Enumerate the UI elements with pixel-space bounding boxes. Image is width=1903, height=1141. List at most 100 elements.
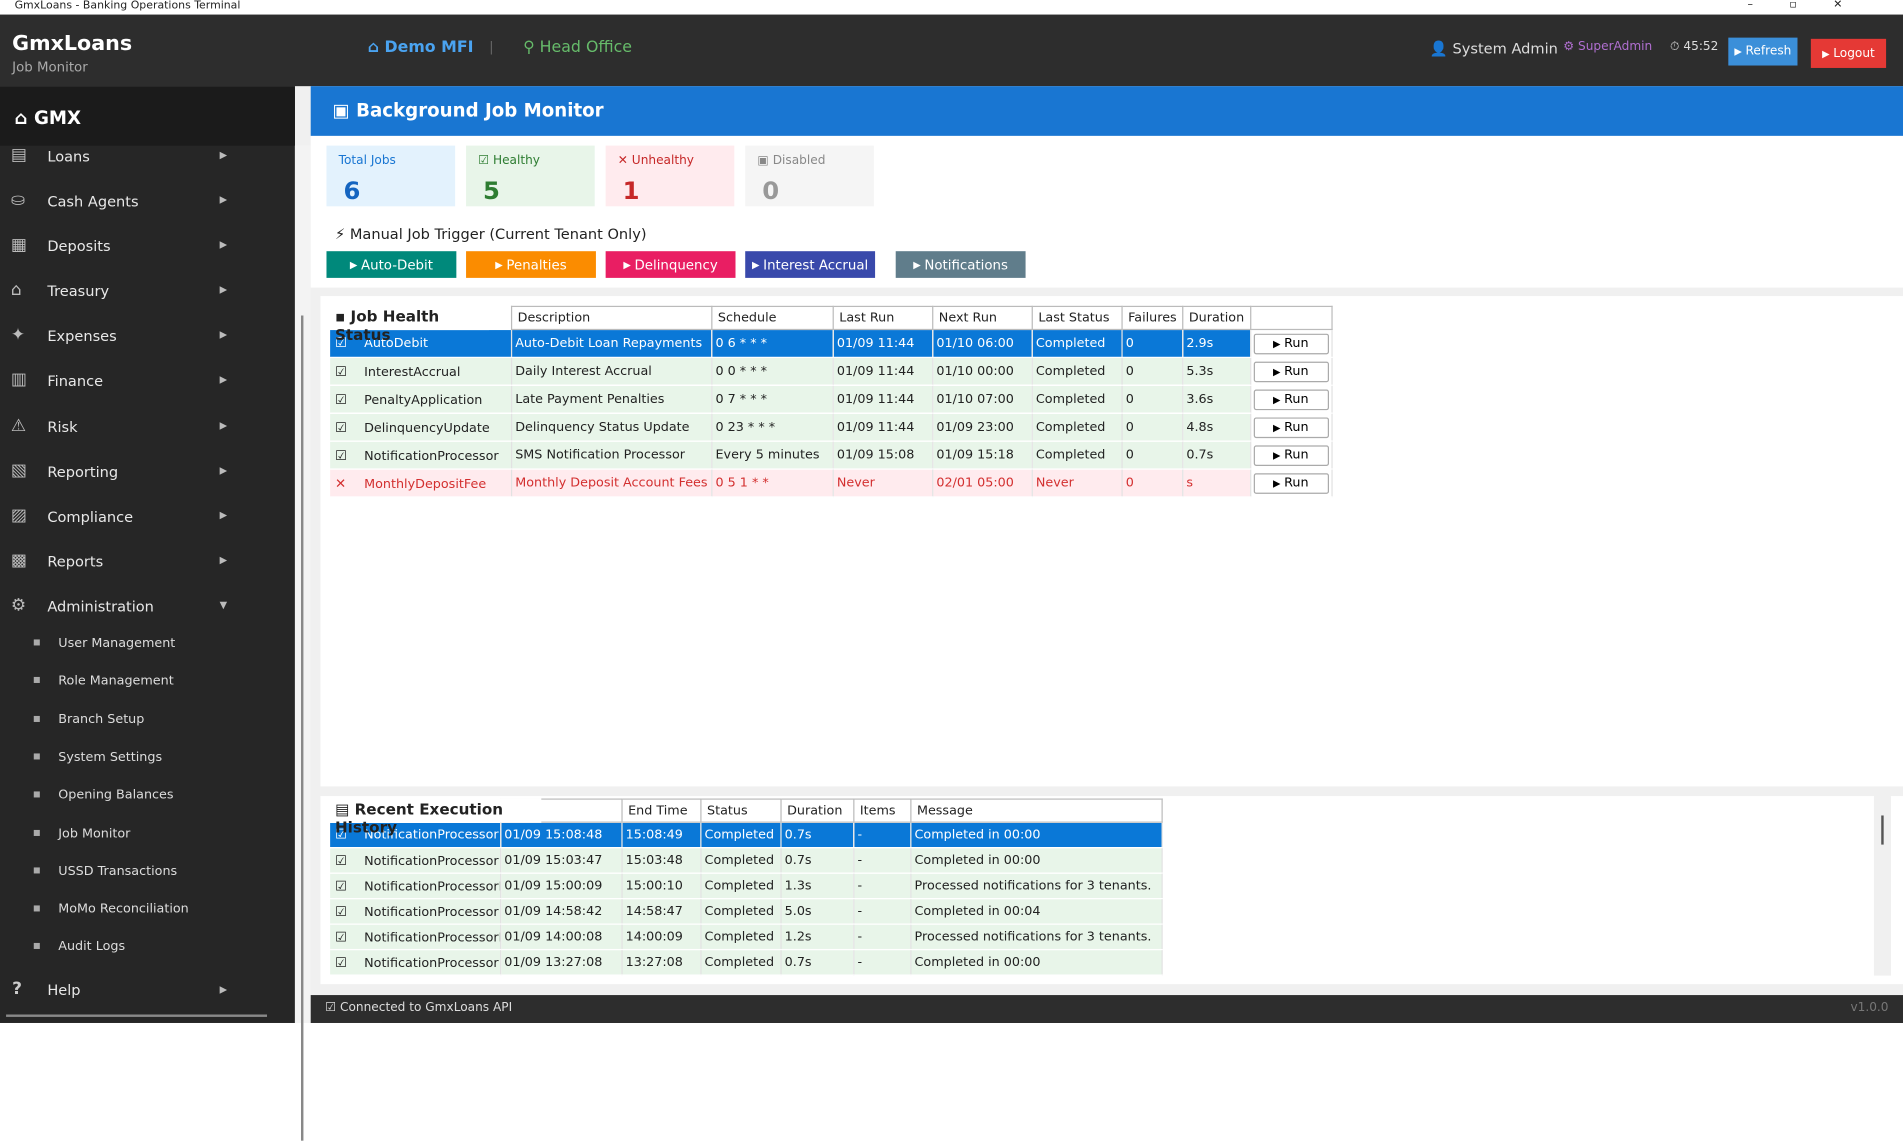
refresh-label: Refresh	[1745, 44, 1792, 59]
job-cell: InterestAccrual	[330, 357, 512, 386]
submenu-item[interactable]: ▪ USSD Transactions	[0, 863, 295, 887]
history-cell: 1.3s	[780, 873, 854, 900]
menu-item[interactable]: ▦ Deposits ▶	[0, 233, 295, 262]
history-row[interactable]: NotificationProcessor 01/09 15:08:48 15:08…	[330, 822, 1163, 849]
header-cell: Items	[852, 798, 911, 823]
job-cell: 3.6s	[1182, 385, 1251, 414]
menu-item[interactable]: ▥ Finance ▶	[0, 368, 295, 397]
run-button[interactable]: Run	[1253, 333, 1329, 354]
cell-text: Never	[836, 475, 875, 491]
job-cell: 01/10 00:00	[932, 357, 1033, 386]
job-cell: NotificationProcessor	[330, 441, 512, 470]
job-row[interactable]: AutoDebit Auto-Debit Loan Repayments 0 6 *…	[330, 329, 1333, 358]
job-cell: 01/09 15:08	[832, 441, 933, 470]
cell-text: 1.2s	[784, 929, 812, 945]
menu-item[interactable]: ⚙ Administration ▼	[0, 593, 295, 622]
history-cell: 15:03:48	[621, 847, 701, 874]
submenu-label: Branch Setup	[58, 711, 145, 727]
status-icon	[334, 903, 364, 919]
cell-text: MonthlyDepositFee	[364, 476, 487, 491]
history-row[interactable]: NotificationProcessor 01/09 13:27:08 13:27…	[330, 949, 1163, 976]
stat-label: Total Jobs	[339, 154, 396, 167]
status-icon	[334, 954, 364, 970]
run-button[interactable]: Run	[1253, 388, 1329, 410]
branch[interactable]: Head Office	[539, 38, 633, 58]
history-cell: NotificationProcessor	[330, 949, 501, 976]
submenu-item[interactable]: ▪ Branch Setup	[0, 711, 295, 735]
history-cell: Completed	[700, 822, 782, 849]
submenu-item[interactable]: ▪ Job Monitor	[0, 825, 295, 849]
submenu-item[interactable]: ▪ User Management	[0, 635, 295, 659]
job-cell: 01/10 06:00	[932, 329, 1033, 358]
stat-card: ☑ Healthy 5	[466, 145, 595, 207]
cell-text: Completed	[704, 904, 775, 919]
logout-button[interactable]: Logout	[1810, 38, 1887, 68]
job-cell: Never	[832, 469, 933, 498]
submenu-item[interactable]: ▪ System Settings	[0, 749, 295, 773]
run-button[interactable]: Run	[1253, 361, 1329, 382]
menu-item[interactable]: ⌂ Treasury ▶	[0, 278, 295, 307]
job-row[interactable]: PenaltyApplication Late Payment Penalties…	[330, 385, 1333, 414]
trigger-button[interactable]: Notifications	[895, 251, 1026, 278]
user-role: SuperAdmin	[1577, 40, 1653, 54]
version: v1.0.0	[1850, 1001, 1889, 1015]
menu-item[interactable]: ▨ Compliance ▶	[0, 503, 295, 532]
trigger-button[interactable]: Interest Accrual	[745, 251, 876, 278]
menu-arrow: ▶	[219, 509, 228, 521]
history-cell: NotificationProcessor	[330, 847, 501, 874]
cell-text: 01/10 06:00	[936, 336, 1014, 351]
menu-item[interactable]: ⛀ Cash Agents ▶	[0, 188, 295, 217]
cell-text: Completed	[704, 878, 775, 894]
history-row[interactable]: NotificationProcessorF... 01/09 15:00:09 1…	[330, 873, 1163, 900]
history-row[interactable]: NotificationProcessor 01/09 15:03:47 15:03…	[330, 847, 1163, 874]
refresh-button[interactable]: Refresh	[1728, 37, 1798, 66]
job-cell: DelinquencyUpdate	[330, 413, 512, 442]
history-cell: 13:27:08	[621, 949, 701, 976]
job-row[interactable]: DelinquencyUpdate Delinquency Status Upda…	[330, 413, 1333, 442]
history-cell: Completed in 00:00	[910, 822, 1163, 849]
trigger-button[interactable]: Delinquency	[605, 251, 736, 278]
history-row[interactable]: NotificationProcessor 01/09 14:58:42 14:58…	[330, 898, 1163, 925]
history-table: imeEnd TimeStatusDurationItemsMessageNot…	[330, 798, 1163, 976]
menu-item[interactable]: ▧ Reporting ▶	[0, 458, 295, 487]
cell-text: -	[857, 878, 863, 894]
menu-item[interactable]: ⚠ Risk ▶	[0, 413, 295, 442]
job-row[interactable]: InterestAccrual Daily Interest Accrual 0 0…	[330, 357, 1333, 386]
run-button[interactable]: Run	[1253, 416, 1329, 438]
history-row[interactable]: NotificationProcessorF... 01/09 14:00:08 1…	[330, 924, 1163, 951]
submenu-item[interactable]: ▪ Opening Balances	[0, 787, 295, 811]
trigger-button[interactable]: Penalties	[466, 251, 596, 278]
cell-text: 0.7s	[784, 955, 812, 970]
trigger-button[interactable]: Auto-Debit	[326, 251, 457, 278]
stat-value: 6	[343, 175, 361, 206]
status-icon	[334, 878, 364, 894]
submenu-item[interactable]: ▪ Audit Logs	[0, 939, 295, 963]
history-cell: 0.7s	[780, 822, 854, 849]
job-row[interactable]: MonthlyDepositFee Monthly Deposit Account…	[330, 469, 1333, 498]
session-timer: 45:52	[1683, 40, 1719, 54]
job-cell: 5.3s	[1182, 357, 1251, 386]
history-cell: 01/09 15:08:48	[500, 822, 623, 849]
submenu-item[interactable]: ▪ MoMo Reconciliation	[0, 901, 295, 925]
submenu-item[interactable]: ▪ Role Management	[0, 673, 295, 697]
trigger-title: ⚡ Manual Job Trigger (Current Tenant Onl…	[334, 225, 647, 243]
job-cell: Completed	[1031, 413, 1123, 442]
cell-text: 01/09 11:44	[836, 419, 915, 435]
run-button[interactable]: Run	[1253, 444, 1329, 466]
job-row[interactable]: NotificationProcessor SMS Notification Pr…	[330, 441, 1333, 470]
menu-item[interactable]: ✦ Expenses ▶	[0, 323, 295, 352]
run-button[interactable]: Run	[1253, 472, 1329, 494]
menu-icon: ▨	[10, 505, 27, 526]
job-cell: Late Payment Penalties	[510, 385, 712, 414]
menu-item[interactable]: ▤ Loans ▶	[0, 143, 295, 172]
job-cell: PenaltyApplication	[330, 385, 512, 414]
menu-item[interactable]: ? Help ▶	[0, 978, 295, 1007]
history-cell: Completed	[700, 898, 782, 925]
menu-item[interactable]: ▩ Reports ▶	[0, 548, 295, 577]
menu-arrow: ▼	[219, 599, 228, 611]
cell-text: Completed in 00:00	[914, 853, 1041, 868]
tenant[interactable]: Demo MFI	[384, 38, 474, 58]
history-cell: NotificationProcessorF...	[330, 924, 501, 951]
cell-text: Late Payment Penalties	[515, 391, 665, 407]
menu-label: Reporting	[47, 463, 119, 481]
